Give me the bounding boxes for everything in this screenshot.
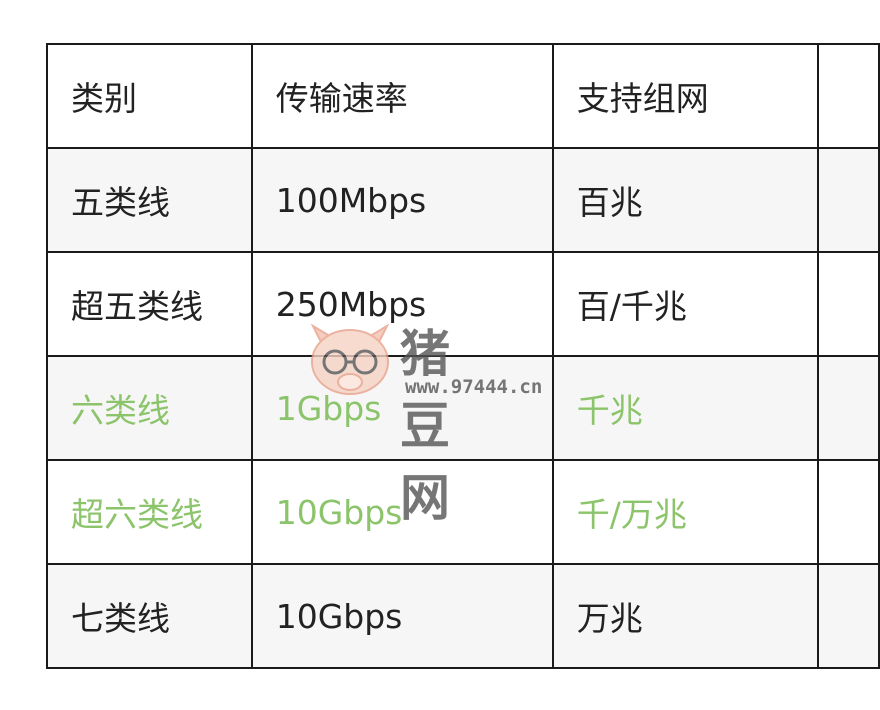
header-network: 支持组网 [551,43,819,149]
table-row: 六类线 1Gbps 千兆 [46,355,880,461]
cell-category: 五类线 [46,147,253,253]
cell-extra [816,251,880,357]
header-rate: 传输速率 [250,43,554,149]
cell-extra [816,563,880,669]
cell-rate: 10Gbps [250,563,554,669]
cell-category: 七类线 [46,563,253,669]
header-extra [816,43,880,149]
cell-extra [816,459,880,565]
table-row: 超五类线 250Mbps 百/千兆 [46,251,880,357]
table-row: 七类线 10Gbps 万兆 [46,563,880,669]
cell-rate: 100Mbps [250,147,554,253]
cable-comparison-table: 类别 传输速率 支持组网 五类线 100Mbps 百兆 超五类线 250Mbps… [46,43,880,669]
cell-extra [816,355,880,461]
table-row: 五类线 100Mbps 百兆 [46,147,880,253]
cell-rate: 10Gbps [250,459,554,565]
cell-network: 千/万兆 [551,459,819,565]
cell-network: 万兆 [551,563,819,669]
cell-extra [816,147,880,253]
cell-network: 百兆 [551,147,819,253]
cell-network: 千兆 [551,355,819,461]
cell-rate: 250Mbps [250,251,554,357]
cell-category: 六类线 [46,355,253,461]
header-category: 类别 [46,43,253,149]
cell-rate: 1Gbps [250,355,554,461]
cell-network: 百/千兆 [551,251,819,357]
cell-category: 超五类线 [46,251,253,357]
cell-category: 超六类线 [46,459,253,565]
table-row: 超六类线 10Gbps 千/万兆 [46,459,880,565]
header-row: 类别 传输速率 支持组网 [46,43,880,149]
